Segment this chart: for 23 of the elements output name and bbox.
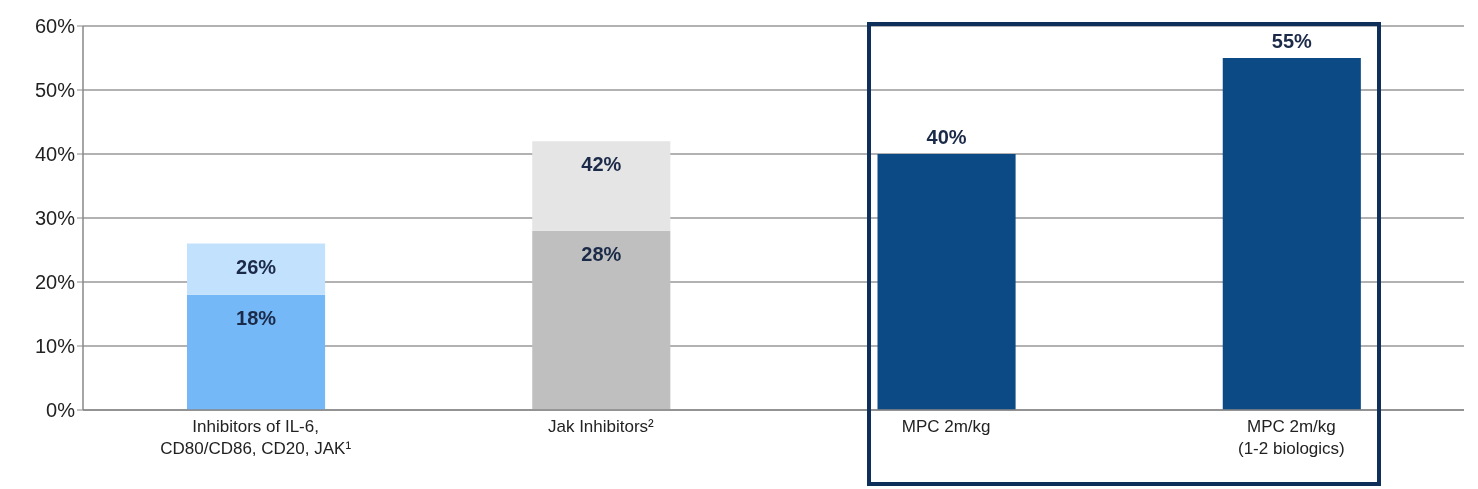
bar xyxy=(532,141,671,231)
y-tick-label: 30% xyxy=(34,207,76,230)
y-tick-label: 40% xyxy=(34,143,76,166)
data-label: 40% xyxy=(926,126,967,148)
data-label: 55% xyxy=(1271,30,1313,52)
bar xyxy=(532,230,671,410)
bar xyxy=(187,243,326,295)
y-tick-label: 0% xyxy=(46,399,76,422)
data-label: 18% xyxy=(236,306,277,329)
bar xyxy=(1222,58,1361,410)
x-tick-label: Jak Inhibitors² xyxy=(547,417,655,436)
y-tick-label: 50% xyxy=(34,79,76,102)
total-label: 26% xyxy=(236,255,277,278)
bar xyxy=(187,294,326,410)
x-tick-label: Inhibitors of IL-6, CD80/CD86, CD20, JAK¹ xyxy=(160,417,352,458)
total-label: 42% xyxy=(581,153,622,176)
y-tick-label: 20% xyxy=(34,271,76,294)
data-label: 28% xyxy=(581,242,622,265)
y-tick-label: 60% xyxy=(34,15,76,38)
bar xyxy=(877,154,1016,410)
x-tick-label: MPC 2m/kg xyxy=(901,417,991,436)
y-tick-label: 10% xyxy=(34,335,76,358)
x-tick-label: MPC 2m/kg (1-2 biologics) xyxy=(1237,417,1345,458)
